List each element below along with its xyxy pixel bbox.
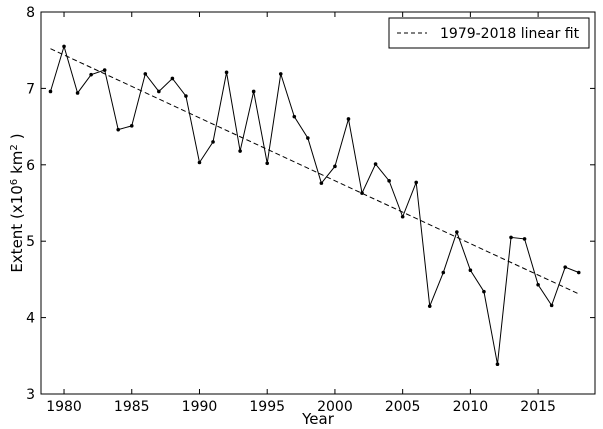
extent-series-line (50, 44, 579, 365)
extent-data-point (184, 94, 188, 98)
extent-data-point (400, 214, 405, 219)
y-axis-title: Extent (x106 km2) (8, 133, 26, 272)
y-axis-title-close: ) (8, 133, 26, 139)
extent-data-point (414, 180, 419, 185)
extent-data-point (89, 72, 93, 77)
extent-data-point (306, 136, 310, 140)
x-tick-label: 2000 (317, 399, 353, 415)
extent-data-point (482, 289, 486, 294)
extent-data-point (224, 70, 229, 75)
linear-fit-line (50, 48, 579, 295)
extent-data-point (468, 268, 473, 273)
x-tick-label: 1985 (114, 399, 150, 415)
extent-data-point (495, 362, 500, 367)
extent-data-point (373, 162, 378, 166)
y-axis-title-unit: km (8, 151, 26, 174)
x-tick-label: 1995 (249, 399, 285, 415)
legend-box (388, 17, 590, 49)
extent-data-point (549, 303, 554, 308)
extent-data-point (509, 235, 513, 240)
y-tick-label: 4 (26, 311, 35, 327)
extent-data-point (170, 76, 175, 81)
x-axis-ticks: 1980 1985 1990 1995 2000 2005 2010 2015 (46, 12, 556, 415)
y-axis-ticks: 3 4 5 6 7 8 (26, 5, 595, 403)
x-axis-title: Year (301, 410, 335, 428)
y-tick-label: 3 (26, 387, 35, 403)
extent-data-point (360, 191, 364, 195)
extent-data-point (536, 282, 540, 287)
extent-data-point (292, 114, 297, 119)
extent-data-point (62, 44, 66, 49)
extent-data-point (75, 91, 80, 95)
y-axis-title-sup-1: 6 (9, 179, 20, 185)
extent-data-point (48, 89, 53, 94)
extent-data-point (346, 117, 351, 121)
extent-data-point (265, 161, 270, 166)
y-tick-label: 6 (26, 158, 35, 174)
legend-label: 1979-2018 linear fit (440, 26, 580, 42)
extent-data-point (455, 230, 459, 234)
series-layer (48, 44, 581, 367)
extent-data-point (522, 237, 527, 241)
y-tick-label: 7 (26, 81, 35, 97)
extent-data-point (278, 72, 283, 76)
extent-data-point (238, 149, 242, 153)
plot-area (40, 11, 596, 395)
extent-data-point (333, 164, 337, 169)
y-tick-label: 5 (26, 234, 35, 250)
extent-data-point (143, 72, 148, 76)
extent-data-point (116, 127, 121, 132)
extent-data-point (563, 265, 568, 269)
extent-data-point (129, 124, 134, 128)
x-tick-label: 2015 (520, 399, 556, 415)
y-tick-label: 8 (26, 5, 35, 21)
extent-data-point (211, 140, 215, 144)
extent-data-point (427, 304, 432, 308)
extent-data-point (319, 181, 324, 185)
y-axis-title-main: Extent (x10 (8, 185, 26, 272)
x-tick-label: 1980 (46, 399, 82, 415)
x-tick-label: 1990 (182, 399, 218, 415)
extent-data-point (251, 89, 256, 94)
extent-data-point (441, 270, 446, 275)
extent-data-point (576, 270, 581, 275)
extent-data-point (157, 89, 161, 94)
y-axis-title-sup-2: 2 (9, 144, 20, 150)
x-tick-label: 2005 (385, 399, 421, 415)
extent-data-point (387, 179, 391, 183)
legend: 1979-2018 linear fit (388, 17, 590, 49)
x-tick-label: 2010 (453, 399, 489, 415)
extent-data-point (102, 68, 107, 72)
extent-data-point (197, 160, 202, 165)
